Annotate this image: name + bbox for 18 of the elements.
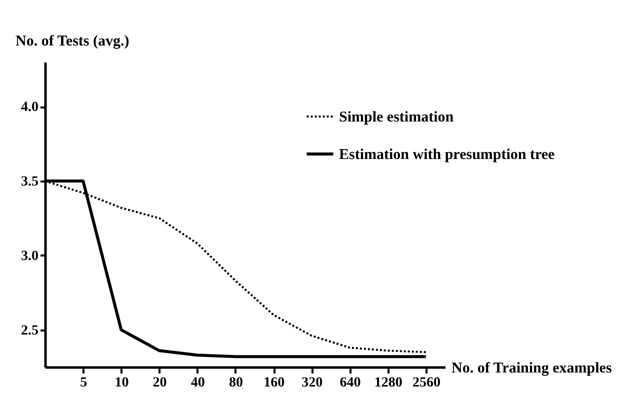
x-tick-label: 1280	[374, 376, 402, 390]
y-tick-label: 3.0	[21, 248, 38, 264]
x-tick-label: 2560	[412, 376, 440, 390]
x-tick-label: 160	[264, 376, 285, 390]
x-tick-label: 80	[228, 376, 243, 390]
x-tick-label: 10	[114, 376, 129, 390]
text: 3.5	[21, 174, 38, 190]
x-tick-label: 320	[302, 376, 323, 390]
x-tick-label: 640	[340, 376, 361, 390]
text: 2.5	[21, 323, 38, 338]
x-tick-label: 40	[190, 376, 205, 390]
legend-label: Simple estimation	[339, 110, 454, 126]
x-axis-title: No. of Training examples	[452, 360, 612, 376]
legend-label: Estimation with presumption tree	[339, 147, 556, 163]
y-tick-label: 4.0	[21, 100, 38, 116]
x-tick-label: 20	[152, 376, 167, 390]
y-axis-title: No. of Tests (avg.)	[16, 34, 130, 50]
x-tick-label: 5	[80, 376, 88, 390]
